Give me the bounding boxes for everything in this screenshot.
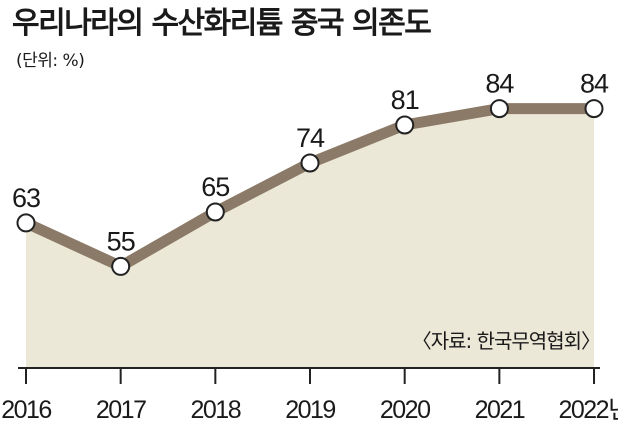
data-label: 55 — [107, 226, 135, 256]
data-label: 63 — [12, 183, 40, 213]
data-label: 81 — [391, 85, 419, 115]
data-point — [395, 115, 415, 135]
source-note: 〈자료: 한국무역협회〉 — [411, 329, 601, 353]
x-tick-label: 2017 — [96, 396, 146, 423]
data-markers — [16, 99, 604, 276]
data-point — [584, 99, 604, 119]
unit-label: (단위: %) — [16, 51, 85, 71]
x-tick-label: 2019 — [285, 396, 335, 423]
data-point — [16, 213, 36, 233]
data-point — [300, 153, 320, 173]
data-point — [205, 202, 225, 222]
area-fill — [26, 108, 595, 368]
data-point — [111, 256, 131, 276]
data-label: 84 — [485, 69, 514, 99]
x-tick-label: 2021 — [475, 396, 525, 423]
data-label: 65 — [201, 172, 229, 202]
data-label: 74 — [296, 123, 325, 153]
x-tick-label: 2016 — [1, 396, 51, 423]
data-labels: 63 55 65 74 81 84 84 — [12, 69, 610, 257]
x-axis-labels: 2016 2017 2018 2019 2020 2021 2022년 — [1, 396, 618, 423]
x-tick-label: 2022년 — [558, 396, 618, 423]
x-tick-label: 2018 — [190, 396, 240, 423]
data-point — [489, 99, 509, 119]
data-label: 84 — [580, 69, 609, 99]
x-axis-ticks — [25, 368, 596, 384]
x-tick-label: 2020 — [380, 396, 430, 423]
chart-title: 우리나라의 수산화리튬 중국 의존도 — [12, 6, 432, 41]
